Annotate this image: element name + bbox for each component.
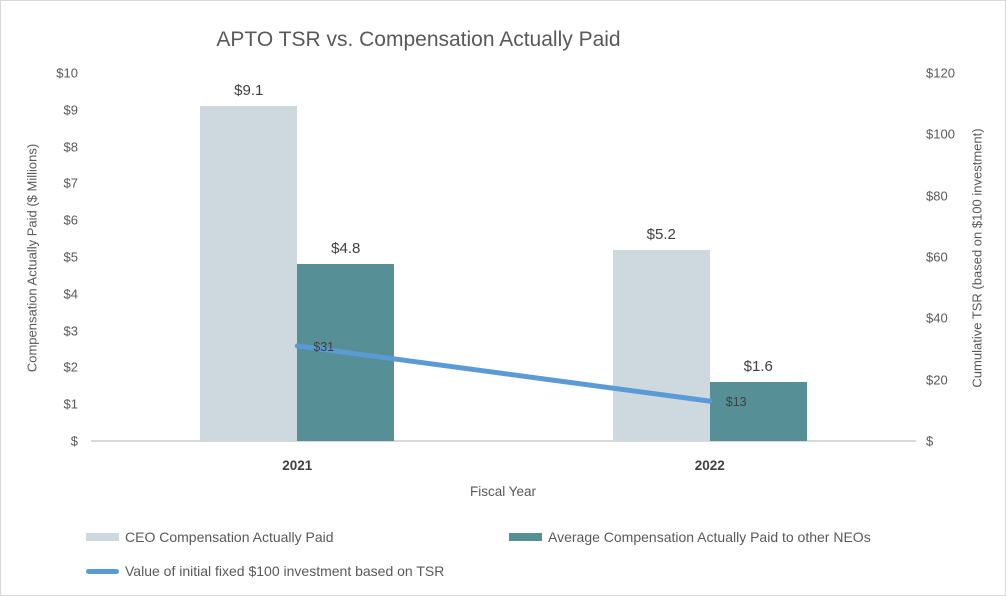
left-axis-tick: $3: [63, 323, 78, 339]
left-axis-tick: $8: [63, 139, 78, 155]
category-label: 2021: [282, 458, 313, 473]
legend-item: Value of initial fixed $100 investment b…: [86, 563, 444, 579]
left-axis-tick: $2: [63, 359, 78, 375]
bar-data-label: $1.6: [743, 358, 773, 376]
legend-swatch: [86, 533, 119, 541]
bar: [297, 264, 395, 441]
legend-label: Value of initial fixed $100 investment b…: [125, 563, 445, 579]
right-axis-tick: $100: [926, 126, 955, 142]
bar: [612, 249, 710, 441]
right-axis-tick: $20: [926, 372, 948, 388]
right-axis-tick: $120: [926, 65, 955, 81]
left-axis-tick: $10: [56, 65, 78, 81]
right-axis-tick: $40: [926, 310, 948, 326]
left-axis-tick: $1: [63, 396, 78, 412]
right-axis-tick: $80: [926, 188, 948, 204]
left-axis-tick: $5: [63, 249, 78, 265]
line-point-label: $13: [725, 395, 747, 410]
bar-data-label: $5.2: [646, 225, 676, 243]
left-axis-tick: $7: [63, 175, 78, 191]
right-axis-tick: $60: [926, 249, 948, 265]
legend-label: CEO Compensation Actually Paid: [125, 529, 334, 545]
x-axis-title: Fiscal Year: [469, 484, 537, 499]
left-axis-tick: $6: [63, 212, 78, 228]
category-label: 2022: [694, 458, 725, 473]
line-point-label: $31: [313, 339, 335, 354]
bar-data-label: $4.8: [331, 240, 361, 258]
legend-label: Average Compensation Actually Paid to ot…: [548, 529, 871, 545]
legend-swatch: [86, 568, 119, 574]
x-axis-line: [91, 440, 916, 442]
left-axis-tick: $: [70, 433, 78, 449]
chart-title: APTO TSR vs. Compensation Actually Paid: [216, 28, 621, 51]
right-axis-tick: $: [926, 433, 934, 449]
bar-data-label: $9.1: [234, 82, 264, 100]
bar: [200, 106, 298, 441]
legend-item: Average Compensation Actually Paid to ot…: [509, 529, 871, 545]
left-axis-tick: $4: [63, 286, 78, 302]
legend-swatch: [509, 533, 542, 541]
left-axis-tick: $9: [63, 102, 78, 118]
bar: [709, 382, 807, 441]
legend-item: CEO Compensation Actually Paid: [86, 529, 334, 545]
